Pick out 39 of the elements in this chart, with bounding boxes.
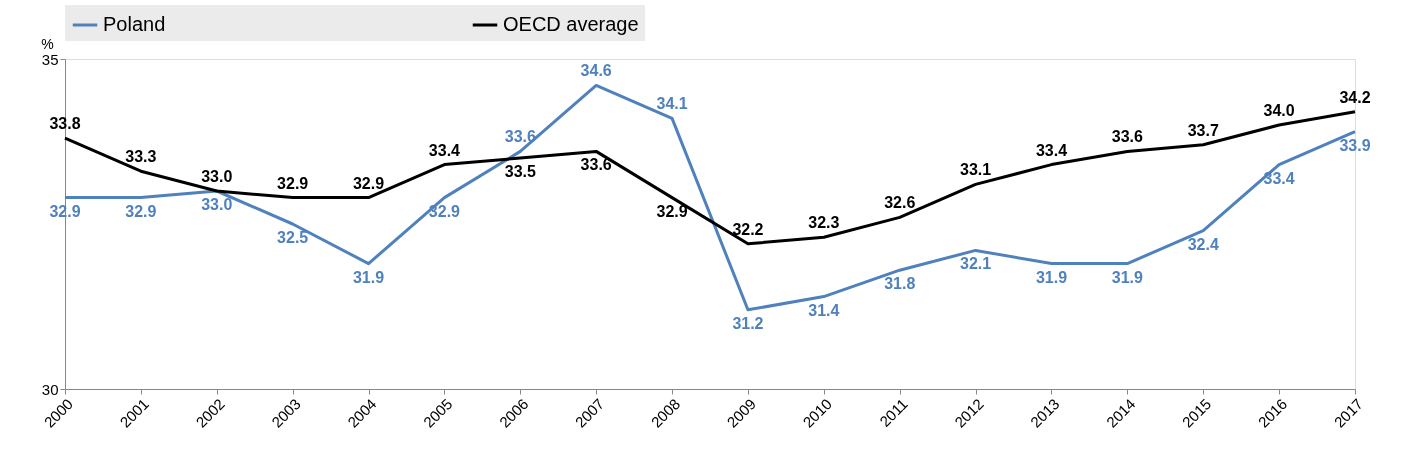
data-label: 33.7 [1187,121,1219,139]
y-axis-title: % [41,35,54,52]
data-label: 32.6 [884,194,916,212]
data-label: 32.9 [277,174,309,192]
data-label: 33.0 [201,168,233,185]
data-label: 32.5 [277,229,309,246]
data-label: 33.6 [1111,128,1144,146]
y-tick-label: 30 [41,380,59,398]
data-label: 33.1 [960,161,992,179]
data-label: 33.9 [1339,136,1371,154]
data-label: 32.9 [352,174,385,192]
data-label: 34.1 [656,95,688,113]
data-label: 31.9 [1035,268,1068,286]
data-label: 33.8 [49,115,81,133]
data-label: 33.3 [125,148,157,166]
legend-label: OECD average [503,13,639,35]
data-label: 34.6 [580,62,612,80]
data-label: 32.9 [656,202,688,220]
data-label: 33.4 [1035,141,1068,159]
data-label: 32.3 [808,214,840,232]
data-label: 34.2 [1339,88,1371,106]
legend-label: Poland [103,13,166,35]
data-label: 33.0 [201,196,233,213]
data-label: 31.2 [732,314,764,332]
data-label: 32.9 [125,202,157,220]
data-label: 33.4 [428,141,461,159]
data-label: 31.9 [1111,268,1144,286]
data-label: 32.4 [1187,235,1219,253]
data-label: 31.4 [808,301,840,319]
data-label: 31.8 [884,275,916,293]
data-label: 32.9 [428,202,461,220]
data-label: 31.9 [352,268,385,286]
y-tick-label: 35 [41,50,59,68]
data-label: 34.0 [1263,102,1295,119]
data-label: 33.5 [504,163,536,180]
data-label: 32.2 [732,220,764,238]
data-label: 32.1 [960,255,992,273]
data-label: 33.4 [1263,169,1295,187]
data-label: 33.6 [580,156,612,174]
